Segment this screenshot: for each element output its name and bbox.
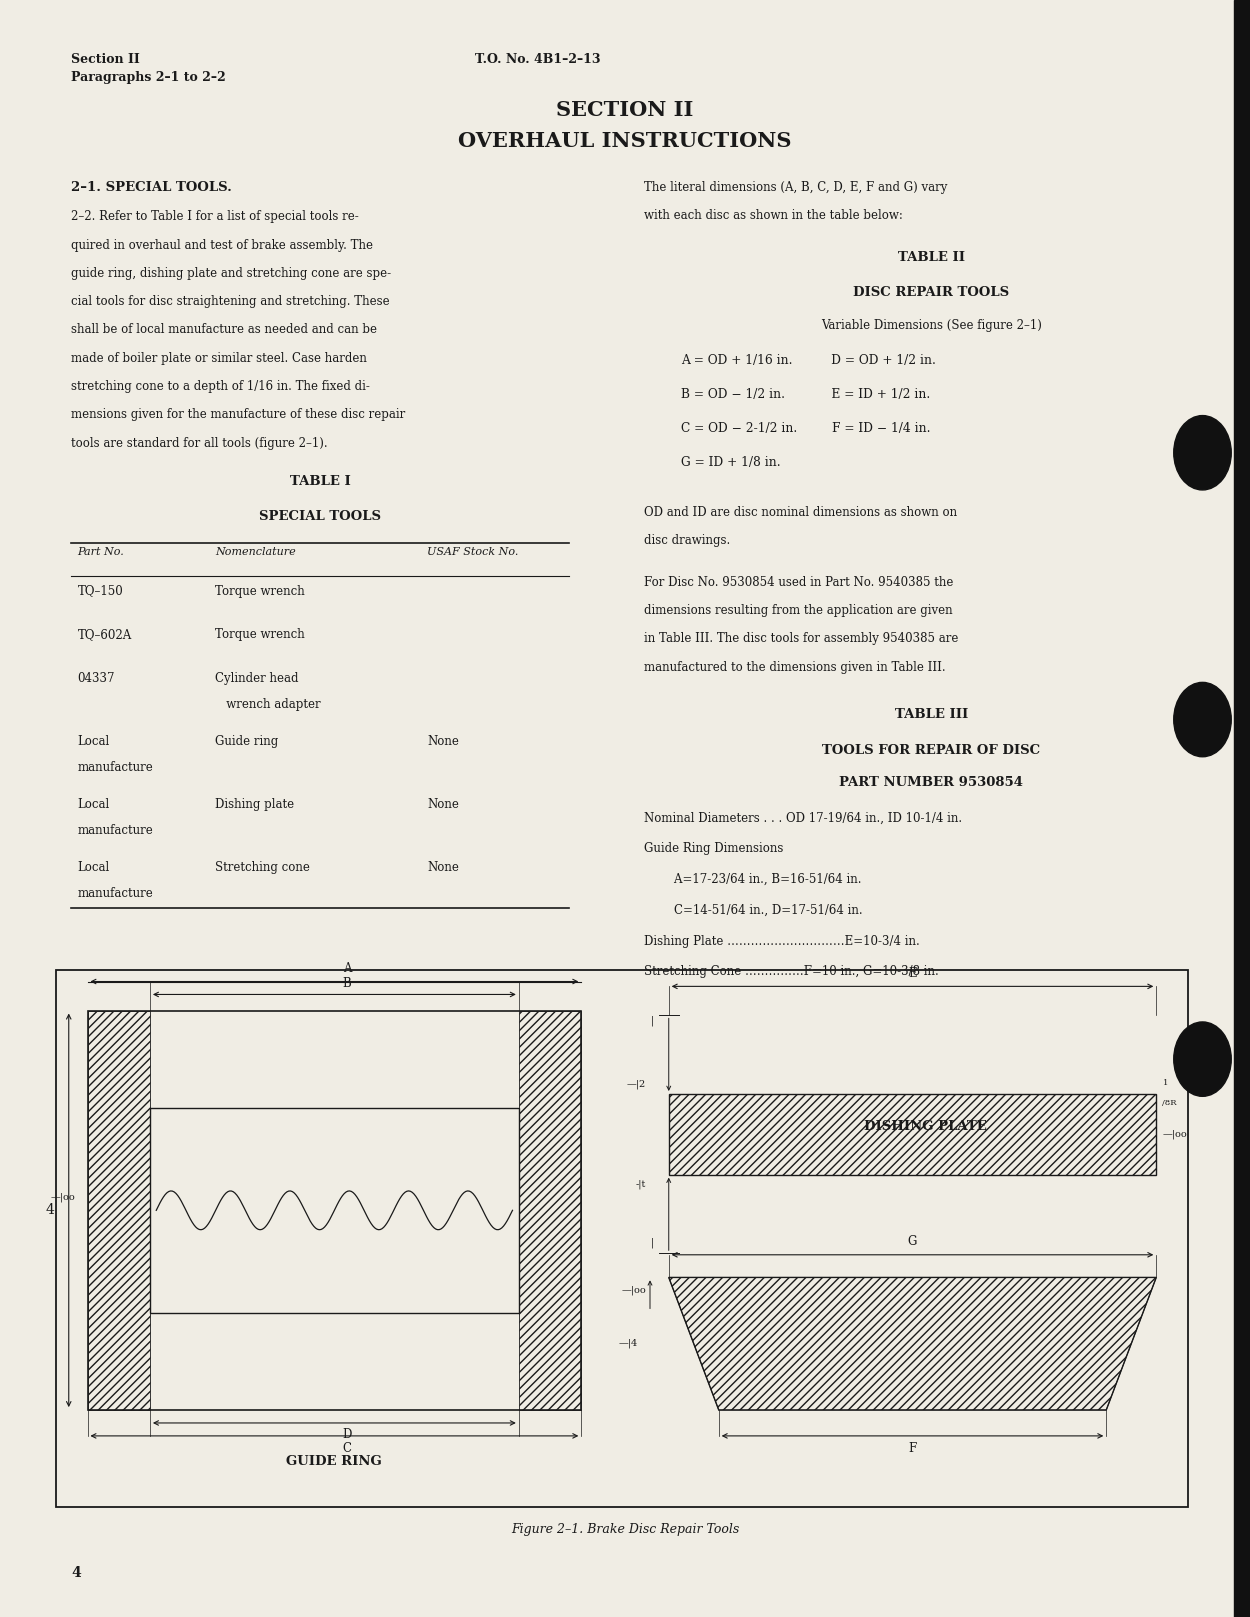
- Text: C: C: [342, 1442, 351, 1455]
- Text: wrench adapter: wrench adapter: [215, 697, 320, 711]
- Text: GUIDE RING: GUIDE RING: [286, 1455, 382, 1468]
- Text: G: G: [908, 1235, 918, 1248]
- Text: manufactured to the dimensions given in Table III.: manufactured to the dimensions given in …: [644, 660, 945, 674]
- Text: ~|6: ~|6: [154, 1206, 171, 1214]
- Text: Nomenclature: Nomenclature: [215, 547, 296, 558]
- Bar: [56, 970, 1188, 1507]
- Text: Dishing Plate …………………………E=10-3/4 in.: Dishing Plate …………………………E=10-3/4 in.: [644, 935, 920, 948]
- Text: None: None: [428, 734, 460, 749]
- Text: Torque wrench: Torque wrench: [215, 584, 305, 598]
- Text: manufacture: manufacture: [78, 823, 154, 838]
- Text: Nominal Diameters . . . OD 17-19/64 in., ID 10-1/4 in.: Nominal Diameters . . . OD 17-19/64 in.,…: [644, 812, 962, 825]
- Text: Stretching Cone ……………F=10 in., G=10-3/8 in.: Stretching Cone ……………F=10 in., G=10-3/8 …: [644, 965, 939, 978]
- Text: 4: 4: [71, 1567, 81, 1580]
- Text: Cylinder head: Cylinder head: [215, 671, 299, 686]
- Text: Guide Ring Dimensions: Guide Ring Dimensions: [644, 842, 782, 855]
- Text: C=14-51/64 in., D=17-51/64 in.: C=14-51/64 in., D=17-51/64 in.: [644, 904, 862, 917]
- Text: D: D: [342, 1428, 351, 1441]
- Text: E: E: [909, 967, 916, 980]
- Text: F: F: [909, 1442, 916, 1455]
- Bar: [88, 1011, 150, 1410]
- Text: |: |: [650, 1237, 654, 1248]
- Text: shall be of local manufacture as needed and can be: shall be of local manufacture as needed …: [71, 323, 378, 336]
- Text: tools are standard for all tools (figure 2–1).: tools are standard for all tools (figure…: [71, 437, 328, 450]
- Text: OD and ID are disc nominal dimensions as shown on: OD and ID are disc nominal dimensions as…: [644, 506, 958, 519]
- Text: -|t: -|t: [636, 1180, 646, 1188]
- Text: For Disc No. 9530854 used in Part No. 9540385 the: For Disc No. 9530854 used in Part No. 95…: [644, 576, 954, 589]
- Text: Section II: Section II: [71, 53, 140, 66]
- Text: mensions given for the manufacture of these disc repair: mensions given for the manufacture of th…: [71, 407, 405, 422]
- Text: STRETCHING CONE: STRETCHING CONE: [836, 1337, 989, 1350]
- Text: TABLE II: TABLE II: [898, 251, 965, 264]
- Bar: [519, 1011, 581, 1410]
- Text: A=17-23/64 in., B=16-51/64 in.: A=17-23/64 in., B=16-51/64 in.: [644, 873, 861, 886]
- Text: Paragraphs 2–1 to 2–2: Paragraphs 2–1 to 2–2: [71, 71, 226, 84]
- Text: None: None: [428, 860, 460, 875]
- Text: PART NUMBER 9530854: PART NUMBER 9530854: [839, 776, 1024, 789]
- Bar: [1234, 0, 1250, 1617]
- Text: manufacture: manufacture: [78, 760, 154, 775]
- Text: A = OD + 1/16 in.          D = OD + 1/2 in.: A = OD + 1/16 in. D = OD + 1/2 in.: [681, 354, 936, 367]
- Text: 4: 4: [45, 1203, 55, 1218]
- Text: Local: Local: [78, 797, 110, 812]
- Text: SPECIAL TOOLS: SPECIAL TOOLS: [259, 509, 381, 524]
- Text: Figure 2–1. Brake Disc Repair Tools: Figure 2–1. Brake Disc Repair Tools: [511, 1523, 739, 1536]
- Text: Part No.: Part No.: [78, 547, 124, 558]
- Text: cial tools for disc straightening and stretching. These: cial tools for disc straightening and st…: [71, 294, 390, 309]
- Text: manufacture: manufacture: [78, 886, 154, 901]
- Text: TQ–150: TQ–150: [78, 584, 124, 598]
- Text: TOOLS FOR REPAIR OF DISC: TOOLS FOR REPAIR OF DISC: [822, 744, 1040, 757]
- Text: 2–2. Refer to Table I for a list of special tools re-: 2–2. Refer to Table I for a list of spec…: [71, 210, 359, 223]
- Polygon shape: [669, 1277, 1156, 1410]
- Circle shape: [1174, 416, 1231, 490]
- Text: —|oo: —|oo: [50, 1193, 75, 1203]
- Text: None: None: [428, 797, 460, 812]
- Text: Variable Dimensions (See figure 2–1): Variable Dimensions (See figure 2–1): [821, 319, 1041, 331]
- Bar: [88, 1011, 581, 1410]
- Text: —|oo: —|oo: [1162, 1130, 1187, 1138]
- Text: OVERHAUL INSTRUCTIONS: OVERHAUL INSTRUCTIONS: [459, 131, 791, 150]
- Text: Stretching cone: Stretching cone: [215, 860, 310, 875]
- Text: Local: Local: [78, 860, 110, 875]
- Text: TQ–602A: TQ–602A: [78, 627, 131, 642]
- Text: —|2: —|2: [628, 1080, 646, 1090]
- Text: B: B: [342, 977, 351, 990]
- Text: USAF Stock No.: USAF Stock No.: [428, 547, 519, 558]
- Text: Guide ring: Guide ring: [215, 734, 279, 749]
- Text: —|4: —|4: [619, 1339, 638, 1349]
- Text: in Table III. The disc tools for assembly 9540385 are: in Table III. The disc tools for assembl…: [644, 632, 959, 645]
- Circle shape: [1174, 682, 1231, 757]
- Text: DISHING PLATE: DISHING PLATE: [864, 1119, 986, 1134]
- Text: /8R: /8R: [1162, 1100, 1177, 1106]
- Text: A: A: [342, 962, 351, 975]
- Text: made of boiler plate or similar steel. Case harden: made of boiler plate or similar steel. C…: [71, 351, 368, 365]
- Text: 04337: 04337: [78, 671, 115, 686]
- Text: TABLE III: TABLE III: [895, 708, 968, 721]
- Text: guide ring, dishing plate and stretching cone are spe-: guide ring, dishing plate and stretching…: [71, 267, 391, 280]
- Text: C = OD − 2-1/2 in.         F = ID − 1/4 in.: C = OD − 2-1/2 in. F = ID − 1/4 in.: [681, 422, 931, 435]
- Bar: [150, 1108, 519, 1313]
- Text: SECTION II: SECTION II: [556, 100, 694, 120]
- Text: TABLE I: TABLE I: [290, 474, 350, 488]
- Text: T.O. No. 4B1–2–13: T.O. No. 4B1–2–13: [475, 53, 600, 66]
- Text: —|oo: —|oo: [621, 1286, 646, 1295]
- Text: B = OD − 1/2 in.            E = ID + 1/2 in.: B = OD − 1/2 in. E = ID + 1/2 in.: [681, 388, 930, 401]
- Text: Local: Local: [78, 734, 110, 749]
- Text: G = ID + 1/8 in.: G = ID + 1/8 in.: [681, 456, 781, 469]
- Text: Torque wrench: Torque wrench: [215, 627, 305, 642]
- Bar: [669, 1093, 1156, 1174]
- Text: |: |: [650, 1015, 654, 1027]
- Text: disc drawings.: disc drawings.: [644, 534, 730, 548]
- Text: Dishing plate: Dishing plate: [215, 797, 294, 812]
- Text: quired in overhaul and test of brake assembly. The: quired in overhaul and test of brake ass…: [71, 238, 374, 252]
- Text: 1: 1: [1162, 1080, 1168, 1087]
- Text: DISC REPAIR TOOLS: DISC REPAIR TOOLS: [854, 286, 1009, 299]
- Text: with each disc as shown in the table below:: with each disc as shown in the table bel…: [644, 209, 902, 223]
- Circle shape: [1174, 1022, 1231, 1096]
- Text: The literal dimensions (A, B, C, D, E, F and G) vary: The literal dimensions (A, B, C, D, E, F…: [644, 181, 948, 194]
- Text: 2–1. SPECIAL TOOLS.: 2–1. SPECIAL TOOLS.: [71, 181, 232, 194]
- Text: dimensions resulting from the application are given: dimensions resulting from the applicatio…: [644, 603, 952, 618]
- Text: stretching cone to a depth of 1/16 in. The fixed di-: stretching cone to a depth of 1/16 in. T…: [71, 380, 370, 393]
